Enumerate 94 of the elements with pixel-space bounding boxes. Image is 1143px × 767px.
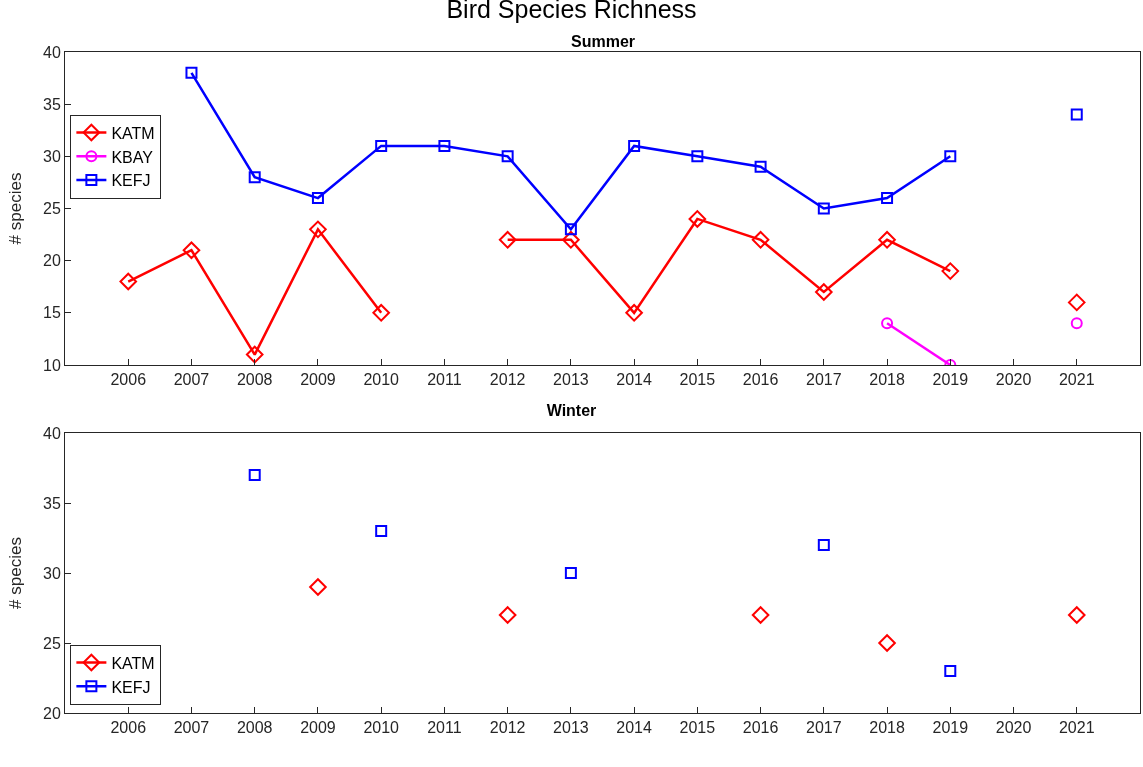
point xyxy=(754,160,767,173)
point xyxy=(1067,293,1086,312)
y-tick-label: 30 xyxy=(43,564,61,582)
x-tick-label: 2008 xyxy=(236,719,273,737)
x-tick-label: 2009 xyxy=(300,719,336,737)
legend-label: KEFJ xyxy=(111,678,151,696)
point xyxy=(498,606,517,624)
x-tick-label: 2019 xyxy=(932,371,969,389)
point xyxy=(944,665,957,677)
point xyxy=(881,317,894,330)
point xyxy=(564,567,577,579)
point xyxy=(501,150,514,163)
x-tick-label: 2010 xyxy=(363,719,400,737)
y-axis-title: # species xyxy=(6,537,25,609)
x-tick-label: 2013 xyxy=(553,371,589,389)
point xyxy=(944,150,957,163)
x-tick-label: 2021 xyxy=(1058,371,1095,389)
point xyxy=(878,634,896,652)
y-tick-label: 40 xyxy=(43,43,61,61)
point xyxy=(1070,108,1083,121)
x-tick-label: 2009 xyxy=(300,371,336,389)
x-tick-label: 2017 xyxy=(806,371,842,389)
point xyxy=(309,220,327,239)
x-tick-label: 2007 xyxy=(173,371,210,389)
x-tick-label: 2014 xyxy=(616,371,653,389)
x-tick-label: 2014 xyxy=(616,719,653,737)
point xyxy=(248,469,261,481)
x-tick-label: 2006 xyxy=(110,719,147,737)
point xyxy=(815,283,833,301)
point xyxy=(881,192,894,205)
point xyxy=(564,223,577,236)
point xyxy=(562,231,580,249)
point xyxy=(691,150,704,163)
point xyxy=(248,171,261,184)
y-tick-label: 20 xyxy=(43,704,61,722)
y-tick-label: 35 xyxy=(43,95,61,113)
x-tick-label: 2010 xyxy=(363,371,400,389)
x-tick-label: 2007 xyxy=(173,719,210,737)
y-tick-label: 10 xyxy=(43,356,61,374)
y-tick-label: 15 xyxy=(43,304,61,322)
x-tick-label: 2019 xyxy=(932,719,969,737)
x-tick-label: 2016 xyxy=(742,371,779,389)
x-tick-label: 2012 xyxy=(489,719,526,737)
x-tick-label: 2012 xyxy=(489,371,526,389)
point xyxy=(817,202,830,215)
y-tick-label: 25 xyxy=(43,634,61,652)
y-tick-label: 20 xyxy=(43,252,61,270)
point xyxy=(878,231,896,249)
y-tick-label: 35 xyxy=(43,494,61,512)
point xyxy=(372,304,390,322)
x-tick-label: 2015 xyxy=(679,371,716,389)
x-tick-label: 2016 xyxy=(742,719,779,737)
point xyxy=(628,139,641,152)
point xyxy=(751,231,770,249)
x-tick-label: 2015 xyxy=(679,719,716,737)
x-tick-label: 2017 xyxy=(806,719,842,737)
point xyxy=(185,66,198,79)
point xyxy=(625,304,643,322)
x-tick-label: 2011 xyxy=(427,719,462,737)
x-tick-label: 2020 xyxy=(995,719,1032,737)
x-tick-label: 2021 xyxy=(1058,719,1095,737)
point xyxy=(375,525,388,537)
point xyxy=(1070,317,1083,330)
x-tick-label: 2020 xyxy=(995,371,1032,389)
legend-label: KATM xyxy=(111,124,155,142)
legend-label: KATM xyxy=(111,654,155,672)
point xyxy=(498,231,517,249)
chart-title: Winter xyxy=(546,402,597,420)
chart-subtitle: Summer xyxy=(571,33,636,50)
x-tick-label: 2008 xyxy=(236,371,273,389)
point xyxy=(438,139,451,152)
legend-label: KEFJ xyxy=(111,172,151,190)
point xyxy=(941,262,960,280)
point xyxy=(688,210,707,228)
point xyxy=(751,606,770,624)
x-tick-label: 2011 xyxy=(427,371,462,389)
y-tick-label: 30 xyxy=(43,147,61,165)
x-tick-label: 2006 xyxy=(110,371,147,389)
point xyxy=(375,139,388,152)
legend-label: KBAY xyxy=(111,148,154,166)
point xyxy=(1067,606,1086,624)
point xyxy=(245,345,264,364)
y-tick-label: 25 xyxy=(43,200,61,218)
point xyxy=(309,578,327,596)
point xyxy=(119,272,138,291)
chart-title: Bird Species Richness xyxy=(446,0,697,24)
x-tick-label: 2018 xyxy=(869,371,905,389)
x-tick-label: 2013 xyxy=(553,719,589,737)
y-axis-title: # species xyxy=(6,172,25,245)
x-tick-label: 2018 xyxy=(869,719,905,737)
y-tick-label: 40 xyxy=(43,424,61,442)
point xyxy=(817,539,830,551)
point xyxy=(311,192,324,205)
point xyxy=(182,241,201,260)
